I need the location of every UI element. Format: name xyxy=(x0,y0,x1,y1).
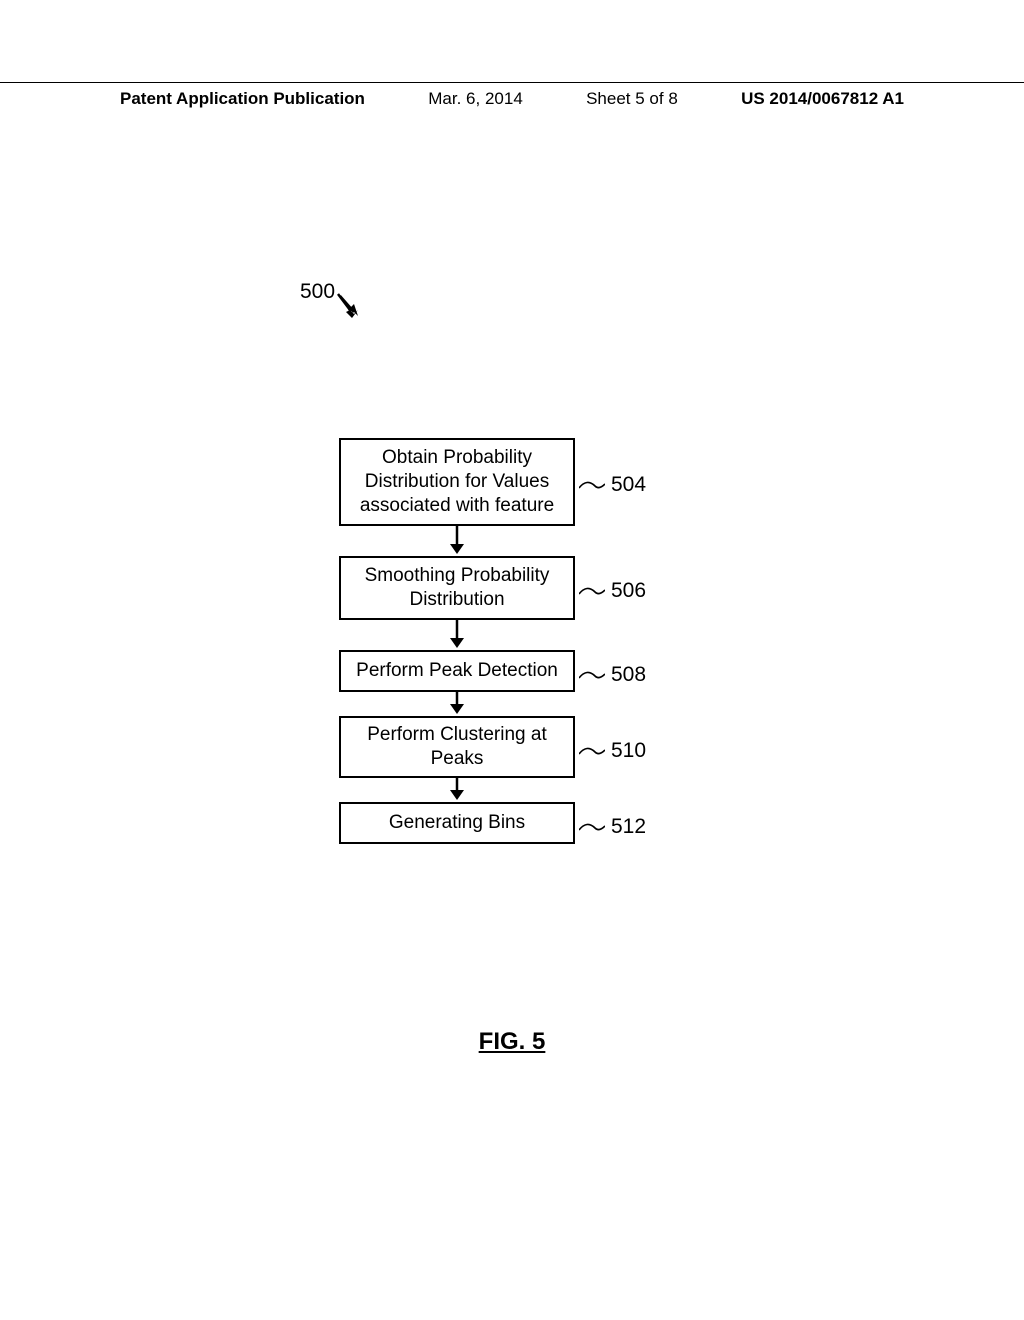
flow-arrow-icon xyxy=(447,526,467,556)
callout-number: 506 xyxy=(611,578,646,604)
flow-box-510: Perform Clustering at Peaks 510 xyxy=(339,716,575,778)
flow-box-512: Generating Bins 512 xyxy=(339,802,575,844)
flow-arrow-icon xyxy=(447,620,467,650)
flow-box-label: Perform Clustering at Peaks xyxy=(353,723,561,771)
flow-arrow-icon xyxy=(447,778,467,802)
flow-box-label: Smoothing Probability Distribution xyxy=(353,564,561,612)
flowchart: Obtain Probability Distribution for Valu… xyxy=(339,438,575,844)
callout-connector-icon xyxy=(579,744,605,758)
figure-ref-arrow-icon xyxy=(336,292,364,325)
page-header: Patent Application Publication Mar. 6, 2… xyxy=(0,82,1024,109)
callout-number: 508 xyxy=(611,662,646,688)
callout-connector-icon xyxy=(579,668,605,682)
flow-arrow-icon xyxy=(447,692,467,716)
flow-box-506: Smoothing Probability Distribution 506 xyxy=(339,556,575,620)
header-publication: Patent Application Publication xyxy=(120,89,365,109)
callout-506: 506 xyxy=(579,578,646,604)
callout-512: 512 xyxy=(579,814,646,840)
header-sheet: Sheet 5 of 8 xyxy=(586,89,678,109)
figure-ref-number: 500 xyxy=(300,280,335,304)
header-pubnum: US 2014/0067812 A1 xyxy=(741,89,904,109)
callout-number: 504 xyxy=(611,472,646,498)
figure-caption: FIG. 5 xyxy=(0,1028,1024,1056)
callout-number: 510 xyxy=(611,738,646,764)
callout-504: 504 xyxy=(579,472,646,498)
flow-box-508: Perform Peak Detection 508 xyxy=(339,650,575,692)
flow-box-label: Generating Bins xyxy=(389,811,525,835)
callout-508: 508 xyxy=(579,662,646,688)
callout-510: 510 xyxy=(579,738,646,764)
flow-box-504: Obtain Probability Distribution for Valu… xyxy=(339,438,575,526)
flow-box-label: Perform Peak Detection xyxy=(356,659,558,683)
flow-box-label: Obtain Probability Distribution for Valu… xyxy=(353,446,561,517)
header-date: Mar. 6, 2014 xyxy=(428,89,523,109)
header-row: Patent Application Publication Mar. 6, 2… xyxy=(0,89,1024,109)
callout-connector-icon xyxy=(579,820,605,834)
callout-number: 512 xyxy=(611,814,646,840)
callout-connector-icon xyxy=(579,478,605,492)
callout-connector-icon xyxy=(579,584,605,598)
